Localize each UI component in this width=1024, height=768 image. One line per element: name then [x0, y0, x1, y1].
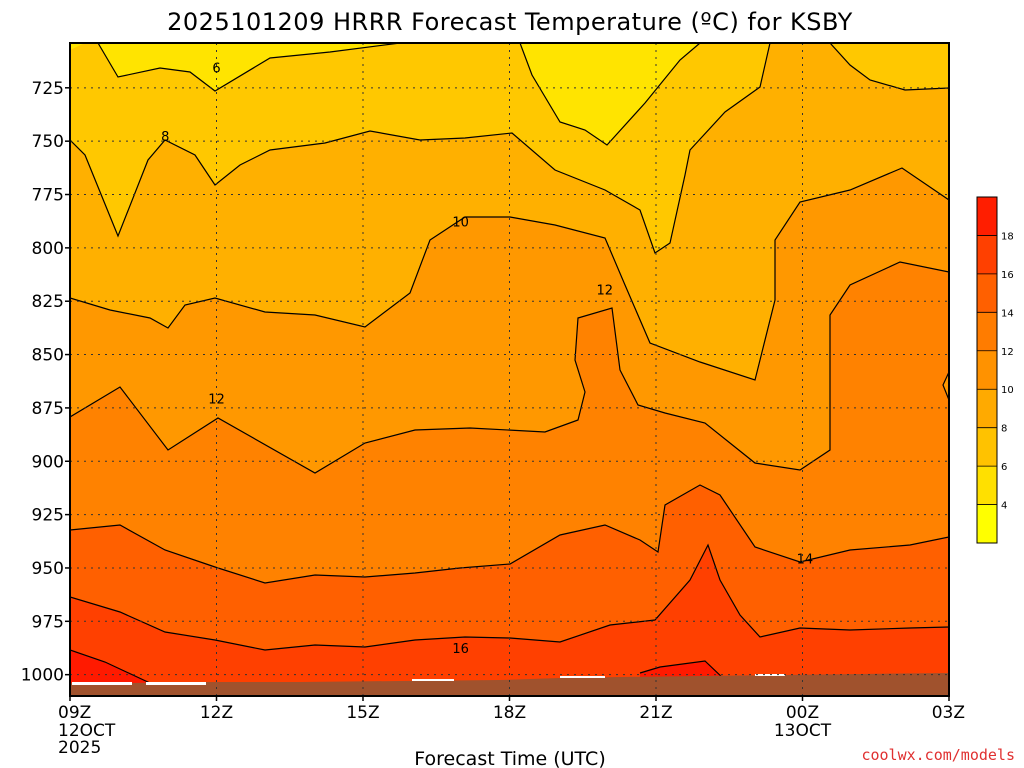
plot-fill [70, 43, 949, 696]
axis-ticks [65, 87, 950, 701]
contour-label-12: 12 [208, 392, 225, 407]
y-tick-label: 750 [32, 132, 64, 152]
colorbar-band [977, 273, 997, 313]
x-axis-title: Forecast Time (UTC) [414, 748, 605, 768]
x-tick-label: 15Z [346, 703, 379, 723]
contour-labels: 6 8 10 12 12 14 16 [161, 62, 814, 657]
y-tick-label: 925 [32, 506, 64, 526]
y-tick-label: 1000 [21, 666, 64, 686]
colorbar-label-16: 16 [1001, 270, 1014, 281]
band-6-8-right [830, 43, 949, 90]
colorbar-band [977, 312, 997, 352]
colorbar-label-14: 14 [1001, 308, 1014, 319]
colorbar-band [977, 427, 997, 467]
contour-label-8: 8 [161, 130, 169, 145]
contour-18-left [70, 649, 151, 684]
x-tick-label: 00Z [786, 703, 819, 723]
band-gt18-right [640, 661, 725, 680]
ground-surface [70, 673, 949, 696]
colorbar-band [977, 235, 997, 275]
contour-label-10: 10 [452, 215, 469, 230]
band-lt6-left [70, 43, 85, 50]
colorbar-label-12: 12 [1001, 347, 1014, 358]
colorbar-band [977, 350, 997, 390]
ground-highlight-3 [412, 679, 454, 681]
credit-text: coolwx.com/models [861, 746, 1015, 764]
band-16-18 [70, 545, 949, 696]
y-tick-label: 975 [32, 612, 64, 632]
contour-6 [97, 43, 401, 92]
colorbar-band [977, 466, 997, 506]
contour-8-right [829, 43, 949, 91]
colorbar-label-8: 8 [1001, 424, 1007, 435]
band-lt6-center [520, 43, 700, 145]
y-tick-label: 725 [32, 79, 64, 99]
colorbar-label-6: 6 [1001, 462, 1007, 473]
colorbar-label-4: 4 [1001, 501, 1007, 512]
contour-label-14: 14 [797, 552, 814, 567]
colorbar-band [977, 504, 997, 544]
y-tick-label: 850 [32, 346, 64, 366]
x-tick-label: 18Z [493, 703, 526, 723]
contour-18-right [639, 660, 726, 681]
contour-10 [70, 167, 949, 381]
y-tick-label: 875 [32, 399, 64, 419]
contour-14 [70, 484, 949, 584]
y-tick-label: 900 [32, 452, 64, 472]
colorbar-band [977, 197, 997, 236]
x-tick-sublabel: 12OCT [58, 721, 116, 741]
band-lt6 [98, 43, 400, 91]
contour-6-center [519, 43, 701, 146]
ground-highlight-4 [560, 676, 605, 678]
colorbar: 4 6 8 10 12 14 16 18 [976, 196, 1014, 544]
contour-label-12: 12 [596, 284, 613, 299]
contour-12-right [942, 371, 949, 401]
y-axis-labels: 725 750 775 800 825 850 875 900 925 950 975 1000 [21, 79, 64, 686]
colorbar-band [977, 389, 997, 429]
y-tick-label: 825 [32, 292, 64, 312]
x-tick-label: 09Z [58, 703, 91, 723]
contour-label-6: 6 [212, 62, 220, 77]
ground-highlight-1 [72, 682, 132, 685]
chart-title: 2025101209 HRRR Forecast Temperature (ºC… [167, 8, 853, 36]
x-tick-label: 12Z [200, 703, 233, 723]
colorbar-label-10: 10 [1001, 385, 1014, 396]
ground-highlight-2 [146, 682, 206, 685]
contour-label-16: 16 [452, 642, 469, 657]
y-tick-label: 800 [32, 239, 64, 259]
colorbar-frame [976, 196, 998, 544]
x-tick-sublabel: 13OCT [774, 721, 832, 741]
y-tick-label: 950 [32, 559, 64, 579]
contour-16 [70, 543, 949, 651]
colorbar-label-18: 18 [1001, 231, 1014, 242]
x-tick-label: 21Z [639, 703, 672, 723]
band-10-12-notch [943, 372, 949, 400]
contour-12 [70, 261, 949, 474]
contour-8 [70, 43, 771, 254]
y-tick-label: 775 [32, 186, 64, 206]
x-tick-sublabel: 2025 [58, 738, 101, 758]
x-tick-label: 03Z [932, 703, 965, 723]
